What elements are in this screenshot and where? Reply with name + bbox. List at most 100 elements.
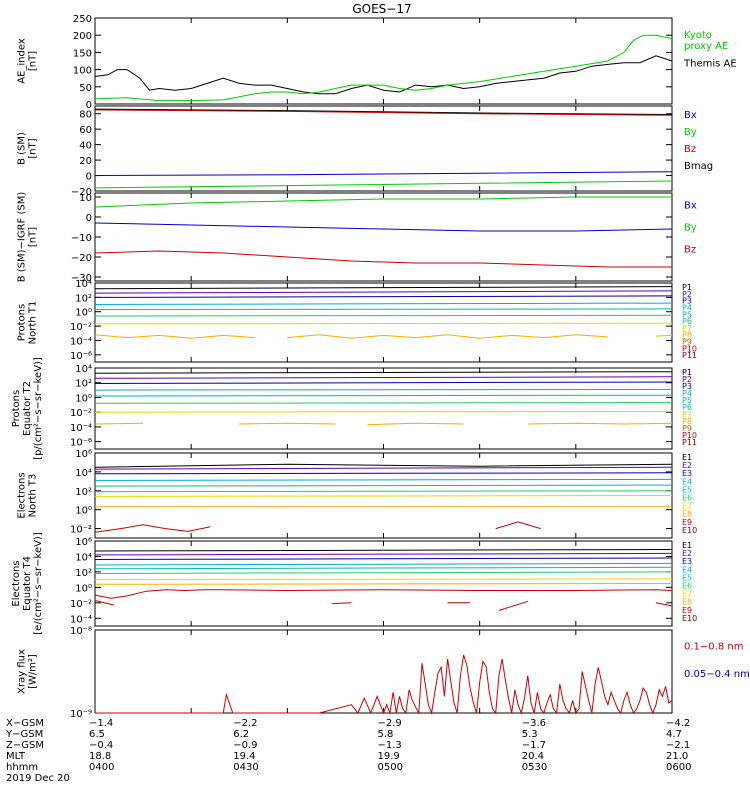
xaxis-row-value: 20.4 <box>522 751 544 762</box>
legend-label: 0.1−0.8 nm <box>684 641 743 652</box>
series-line-p6 <box>94 402 673 404</box>
y-tick-label: 10⁴ <box>75 468 92 479</box>
legend-label: E6 <box>682 494 692 503</box>
y-tick-label: 40 <box>79 141 92 152</box>
legend-label: E4 <box>682 565 692 574</box>
y-tick-label: 60 <box>79 125 92 136</box>
series-line-e4 <box>94 562 673 566</box>
series-line-kyoto-proxy-ae <box>94 34 673 102</box>
y-tick-label: 20 <box>79 156 92 167</box>
series-line-e9 <box>94 524 211 533</box>
y-tick-label: 10² <box>75 293 92 304</box>
legend-label: P9 <box>682 338 692 347</box>
y-tick-label: 10⁰ <box>75 308 92 319</box>
legend-label: By <box>684 222 697 233</box>
xaxis-row-value: −0.4 <box>89 740 113 751</box>
xaxis-row-label: hhmm <box>6 762 38 773</box>
legend-label: E2 <box>682 461 692 470</box>
y-tick-label: 0 <box>86 213 92 224</box>
legend-label: P8 <box>682 417 692 426</box>
legend-label: P2 <box>682 290 692 299</box>
series-line-p1 <box>94 286 673 290</box>
legend-label: P8 <box>682 331 692 340</box>
y-tick-label: 10⁻⁴ <box>70 423 92 434</box>
y-tick-label: 10⁶ <box>75 537 92 548</box>
series-line-p5 <box>94 394 673 397</box>
xaxis-row-value: 4.7 <box>666 729 682 740</box>
y-axis-label: ProtonsEquator T2[p/(cm²−s−sr−keV)] <box>11 357 44 460</box>
legend-label: P10 <box>682 431 697 440</box>
panel-frame <box>94 105 673 192</box>
xaxis-row-value: 6.2 <box>233 729 249 740</box>
xaxis-row-value: 19.9 <box>378 751 400 762</box>
legend-label: Bx <box>684 200 697 211</box>
y-tick-label: 10² <box>75 379 92 390</box>
xaxis-row-value: 0530 <box>522 762 547 773</box>
y-tick-label: 10⁻⁸ <box>70 626 92 637</box>
panel-3: −30 −20 −10 0 10 B (SM)−IGRF (SM)[nT] Bx By Bz <box>17 192 697 284</box>
series-line-p8 <box>367 422 464 426</box>
series-line-p8 <box>527 422 673 425</box>
legend-label: E9 <box>682 606 692 615</box>
legend-label: E1 <box>682 453 692 462</box>
xaxis-row-value: 21.0 <box>666 751 688 762</box>
y-tick-label: 10² <box>75 568 92 579</box>
series-line-e9 <box>655 602 673 607</box>
series-line-p4 <box>94 302 673 305</box>
y-axis-label: ProtonsNorth T1 <box>17 301 39 345</box>
legend-label: E10 <box>682 526 697 535</box>
series-line-0-1-0-8-nm <box>95 654 673 715</box>
panel-7: 10⁶ 10⁴ 10² 10⁰ 10⁻² 10⁻⁴ ElectronsEquator T4[… <box>11 532 697 635</box>
series-line-p3 <box>94 381 673 384</box>
legend-label: P4 <box>682 389 692 398</box>
xaxis-row-value: 0430 <box>233 762 258 773</box>
legend-label: E8 <box>682 510 692 519</box>
y-tick-label: 10⁻⁴ <box>70 614 92 625</box>
y-tick-label: 10⁶ <box>75 449 92 460</box>
xaxis-row-label: Z−GSM <box>6 740 44 751</box>
legend-label: Themis AE <box>683 59 737 70</box>
y-tick-label: 10⁻² <box>70 599 92 610</box>
series-line-e2 <box>94 552 673 556</box>
y-tick-label: 100 <box>73 66 92 77</box>
y-tick-label: 10⁻⁶ <box>70 438 92 449</box>
y-tick-label: 10⁻² <box>70 525 92 536</box>
legend-label: E5 <box>682 573 692 582</box>
legend-label: E1 <box>682 541 692 550</box>
legend-label: Bx <box>684 110 697 121</box>
series-line-p4 <box>94 388 673 391</box>
legend-label: P9 <box>682 424 692 433</box>
legend-label: P5 <box>682 310 692 319</box>
legend-label: E3 <box>682 469 692 478</box>
series-line-bz <box>94 250 672 268</box>
legend-label: P10 <box>682 344 697 353</box>
xaxis-row-value: 0600 <box>666 762 691 773</box>
legend-label: P3 <box>682 382 692 391</box>
y-tick-label: 10 <box>79 193 92 204</box>
series-line-e9 <box>94 589 673 599</box>
xaxis-row-value: −2.9 <box>378 718 402 729</box>
series-line-e9 <box>332 602 352 605</box>
series-line-e5 <box>94 566 673 570</box>
y-axis-label: ElectronsNorth T3 <box>17 472 39 518</box>
legend-label: P11 <box>682 438 697 447</box>
panel-5: 10⁴ 10² 10⁰ 10⁻² 10⁻⁴ 10⁻⁶ ProtonsEquator T2[p… <box>11 357 697 460</box>
series-line-e1 <box>94 463 673 468</box>
series-line-p8 <box>94 334 256 339</box>
panel-frame <box>94 192 673 282</box>
series-line-e9 <box>94 600 115 606</box>
panel-frame <box>94 367 673 450</box>
legend-label: E3 <box>682 557 692 566</box>
series-line-e1 <box>94 549 673 552</box>
xaxis-row-value: −1.3 <box>378 740 402 751</box>
series-line-p2 <box>94 376 673 379</box>
legend-label: P5 <box>682 396 692 405</box>
xaxis-row-value: −1.7 <box>522 740 546 751</box>
legend-label: E8 <box>682 598 692 607</box>
legend-label: Kyoto proxy AE <box>684 30 728 52</box>
y-axis-label: ElectronsEquator T4[e/(cm²−s−sr−keV)] <box>11 532 44 635</box>
y-tick-label: 10⁻⁹ <box>70 709 92 720</box>
xaxis-row-value: −1.4 <box>89 718 113 729</box>
y-axis-label: Xray flux[W/m²] <box>17 649 39 694</box>
